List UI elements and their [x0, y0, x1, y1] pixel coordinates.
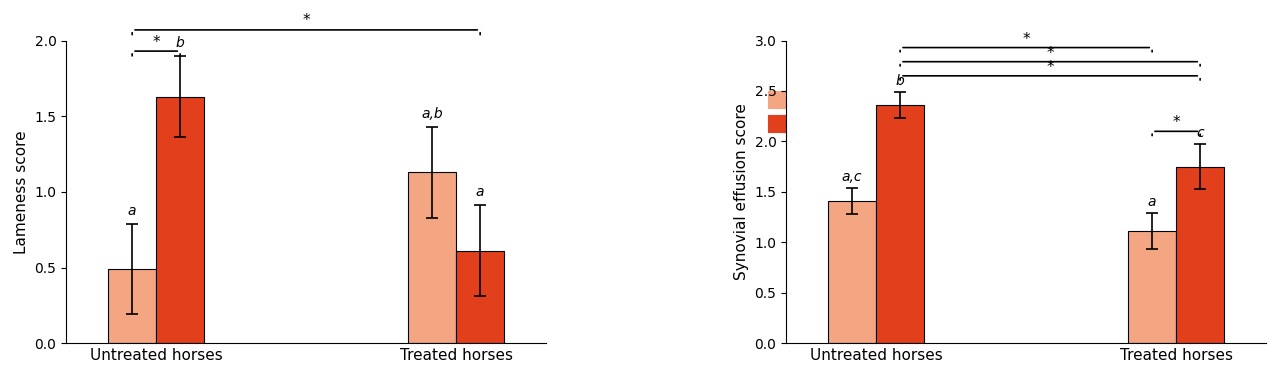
Bar [456, 251, 504, 343]
Text: *: * [302, 14, 310, 28]
Text: *: * [1046, 46, 1053, 61]
Bar [876, 105, 924, 343]
Text: b: b [175, 35, 184, 50]
Bar [1176, 167, 1224, 343]
Legend: Normal Joint, OA Joint: Normal Joint, OA Joint [762, 86, 891, 138]
Text: a: a [128, 204, 137, 218]
Text: a: a [476, 185, 484, 199]
Text: *: * [1046, 60, 1053, 75]
Text: c: c [1197, 126, 1204, 140]
Y-axis label: Synovial effusion score: Synovial effusion score [733, 103, 749, 280]
Text: *: * [152, 35, 160, 50]
Text: a,b: a,b [421, 107, 443, 121]
Bar [1128, 231, 1176, 343]
Text: *: * [1172, 115, 1180, 130]
Bar [156, 97, 205, 343]
Text: b: b [896, 74, 905, 88]
Bar [109, 269, 156, 343]
Text: a,c: a,c [842, 170, 863, 184]
Text: *: * [1023, 32, 1030, 46]
Bar [828, 201, 876, 343]
Text: a: a [1148, 195, 1156, 209]
Y-axis label: Lameness score: Lameness score [14, 130, 29, 254]
Bar [408, 172, 456, 343]
